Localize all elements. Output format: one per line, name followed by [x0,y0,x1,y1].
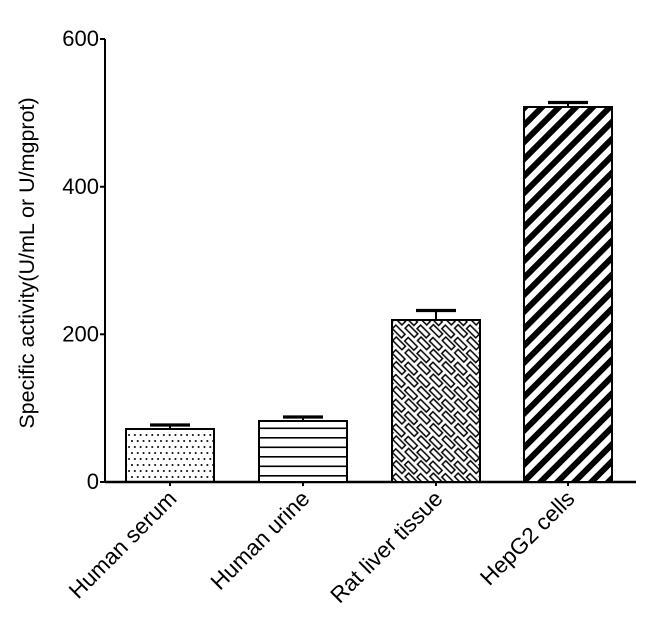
svg-text:Human urine: Human urine [206,486,315,595]
svg-text:200: 200 [62,322,99,347]
svg-text:600: 600 [62,26,99,51]
svg-text:HepG2 cells: HepG2 cells [475,486,579,590]
svg-text:Rat liver tissue: Rat liver tissue [326,486,448,608]
svg-text:0: 0 [87,469,99,494]
svg-text:Specific activity(U/mL or U/mg: Specific activity(U/mL or U/mgprot) [15,97,39,428]
svg-text:Human serum: Human serum [64,486,182,604]
svg-text:400: 400 [62,174,99,199]
